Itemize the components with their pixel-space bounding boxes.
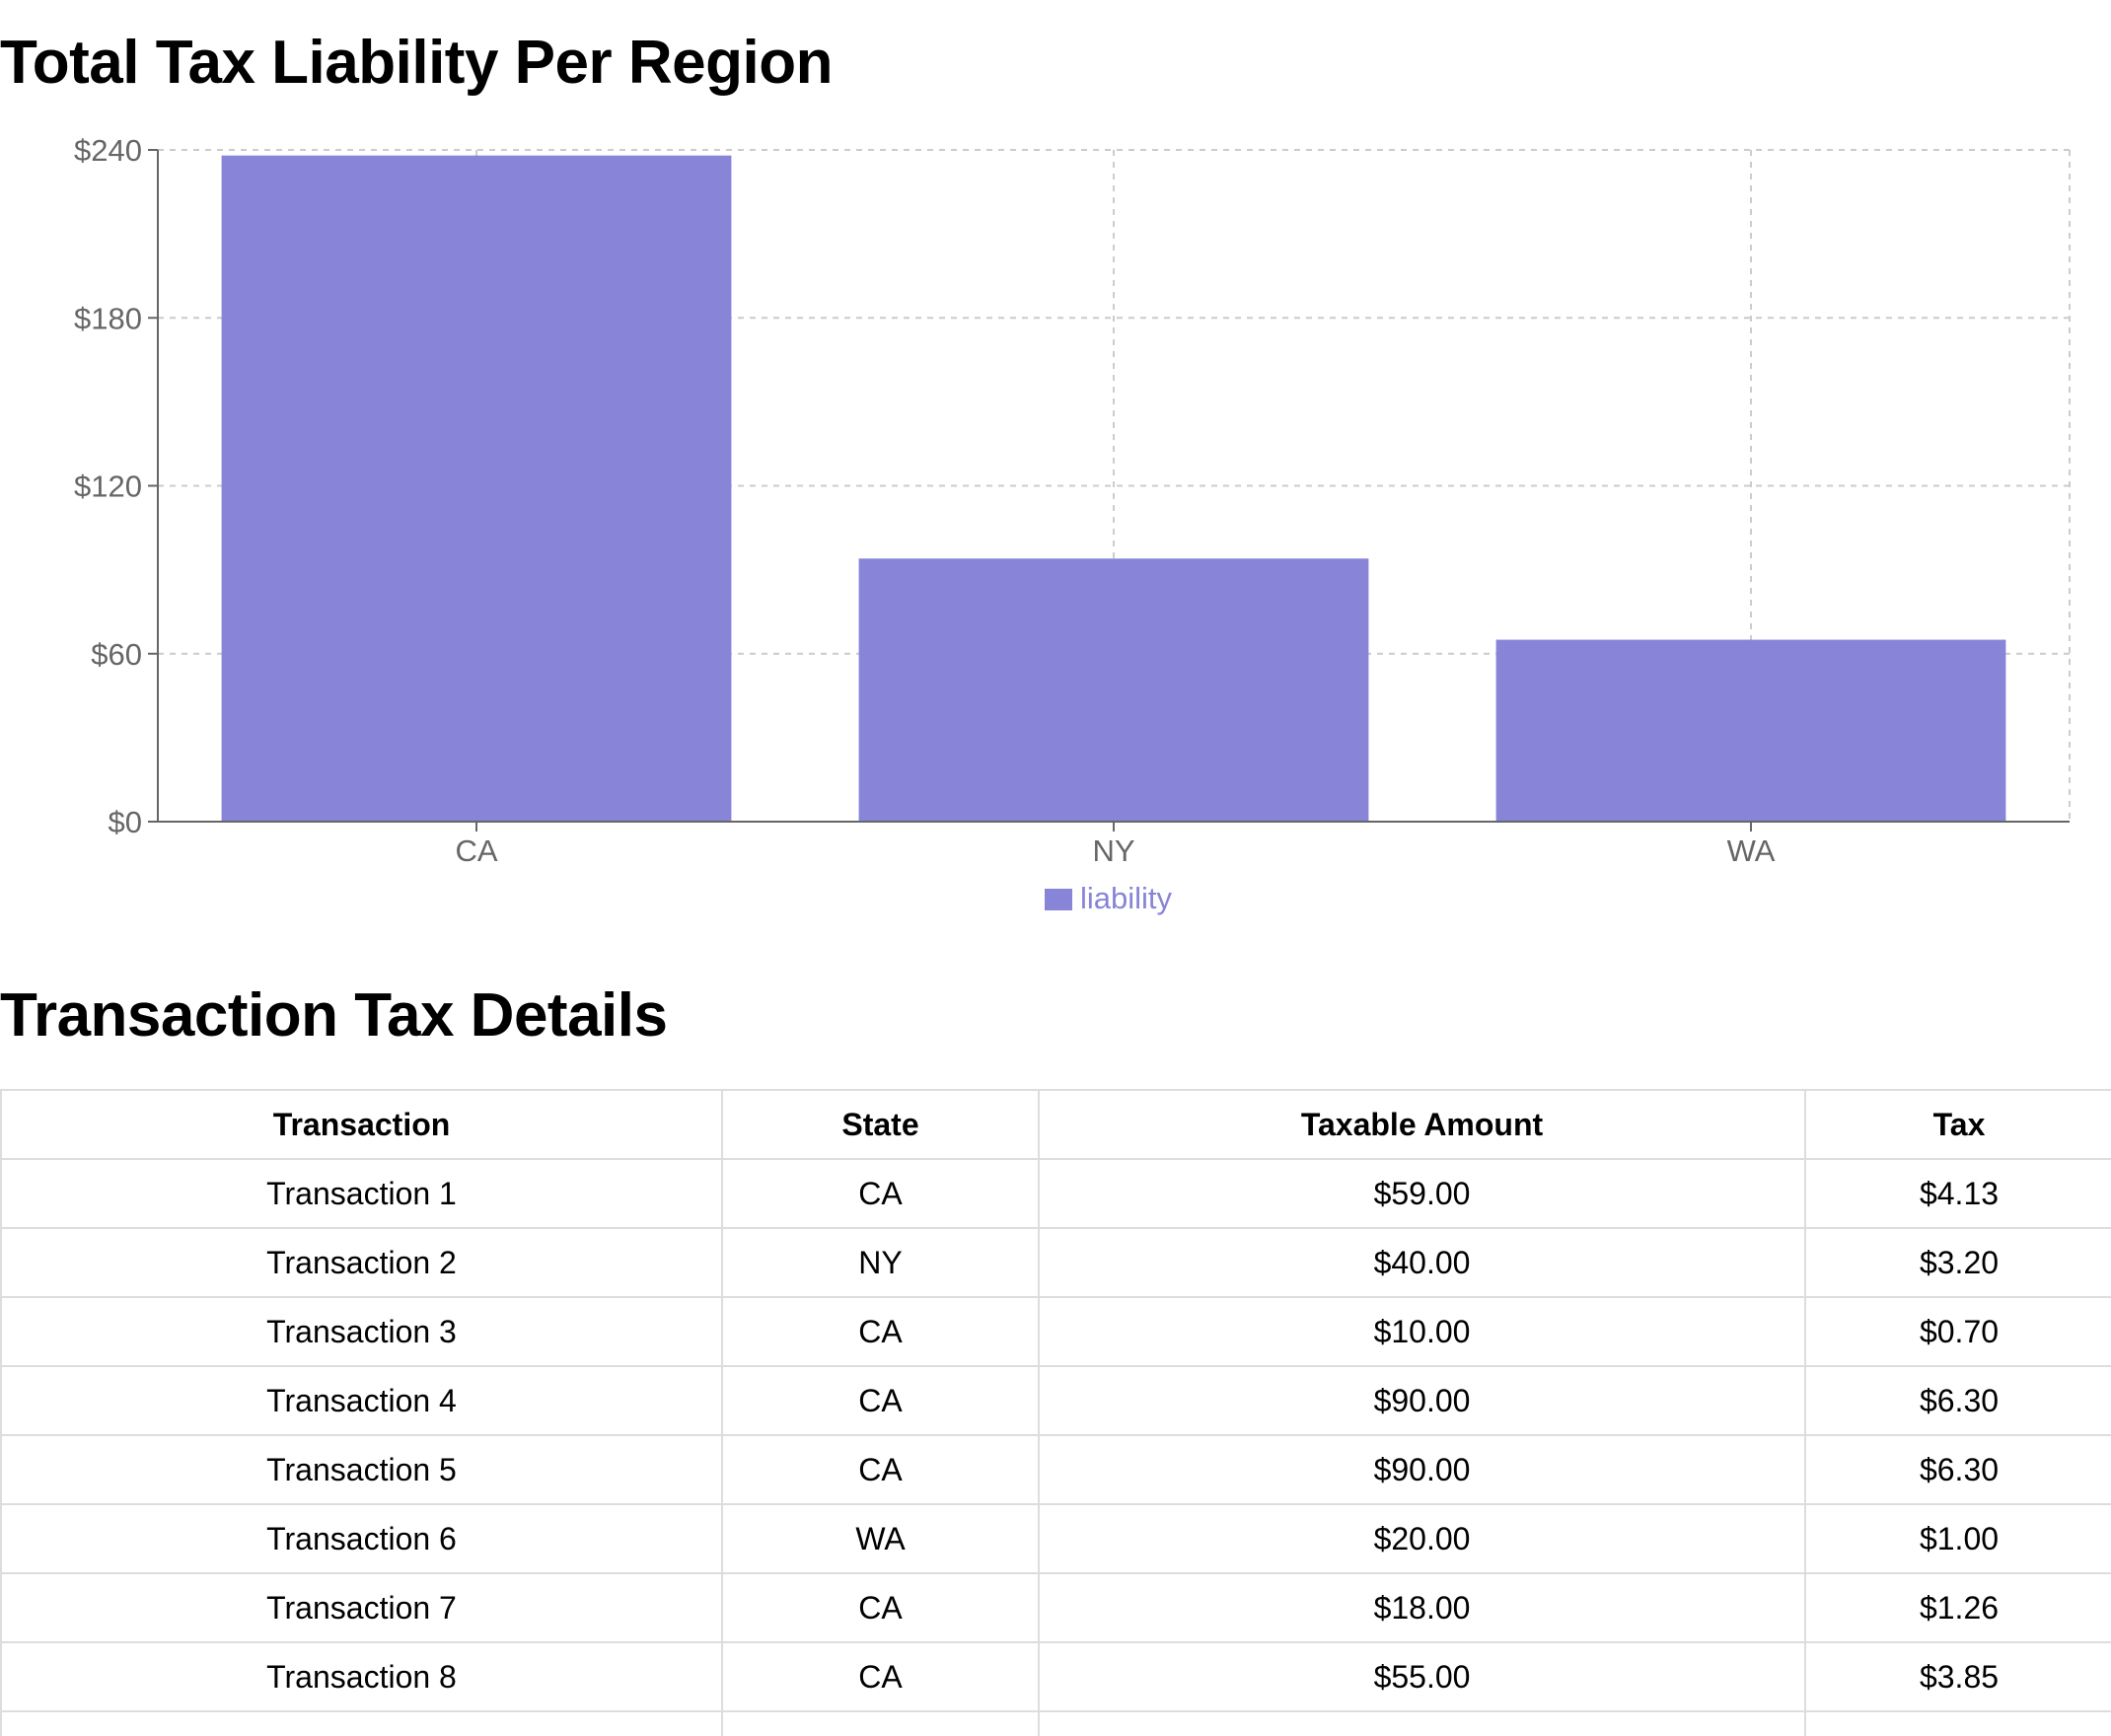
table-cell — [0, 1710, 723, 1736]
table-cell: NY — [721, 1227, 1040, 1298]
column-header: Tax — [1804, 1089, 2111, 1160]
table-cell: Transaction 5 — [0, 1434, 723, 1505]
table-cell: $3.20 — [1804, 1227, 2111, 1298]
bar-chart: $0 $60 $120 $180 $240 CA NY WA liability — [74, 133, 2071, 915]
bar-ca[interactable] — [221, 155, 732, 823]
table-cell: $0.70 — [1804, 1296, 2111, 1367]
table-cell: $90.00 — [1038, 1434, 1806, 1505]
chart-bars — [221, 155, 2006, 823]
legend-label[interactable]: liability — [1080, 881, 1173, 915]
table-cell — [1038, 1710, 1806, 1736]
table-row: Transaction 8 CA $55.00 $3.85 — [0, 1641, 2111, 1712]
table-cell: Transaction 1 — [0, 1158, 723, 1229]
table-cell: $3.85 — [1804, 1641, 2111, 1712]
y-tick-label: $240 — [74, 133, 142, 168]
column-header: State — [721, 1089, 1040, 1160]
table-row — [0, 1710, 2111, 1736]
y-tick-label: $60 — [91, 637, 142, 672]
table-cell: CA — [721, 1296, 1040, 1367]
x-tick-label: NY — [1092, 833, 1134, 868]
table-header-row: Transaction State Taxable Amount Tax — [0, 1089, 2111, 1160]
table-cell: $10.00 — [1038, 1296, 1806, 1367]
table-cell: $1.00 — [1804, 1503, 2111, 1574]
y-tick-label: $0 — [109, 805, 142, 839]
table-cell: $1.26 — [1804, 1572, 2111, 1643]
table-cell — [1804, 1710, 2111, 1736]
bar-wa[interactable] — [1495, 639, 2006, 822]
table-cell: CA — [721, 1572, 1040, 1643]
table-cell: $59.00 — [1038, 1158, 1806, 1229]
table-cell: CA — [721, 1641, 1040, 1712]
table-cell — [721, 1710, 1040, 1736]
chart-legend[interactable]: liability — [1045, 881, 1173, 915]
table-cell: CA — [721, 1365, 1040, 1436]
table-cell: CA — [721, 1158, 1040, 1229]
table-cell: Transaction 8 — [0, 1641, 723, 1712]
table-cell: $6.30 — [1804, 1434, 2111, 1505]
table-cell: Transaction 2 — [0, 1227, 723, 1298]
table-row: Transaction 2 NY $40.00 $3.20 — [0, 1227, 2111, 1298]
chart-title: Total Tax Liability Per Region — [0, 29, 833, 97]
table-row: Transaction 3 CA $10.00 $0.70 — [0, 1296, 2111, 1367]
table-row: Transaction 7 CA $18.00 $1.26 — [0, 1572, 2111, 1643]
table-row: Transaction 6 WA $20.00 $1.00 — [0, 1503, 2111, 1574]
table-cell: $6.30 — [1804, 1365, 2111, 1436]
table-cell: $18.00 — [1038, 1572, 1806, 1643]
chart-axes: $0 $60 $120 $180 $240 CA NY WA — [74, 133, 2070, 868]
table-cell: Transaction 3 — [0, 1296, 723, 1367]
table-cell: $55.00 — [1038, 1641, 1806, 1712]
table-cell: $4.13 — [1804, 1158, 2111, 1229]
table-title: Transaction Tax Details — [0, 981, 668, 1049]
y-tick-label: $120 — [74, 470, 142, 504]
x-tick-label: WA — [1727, 833, 1776, 868]
y-tick-label: $180 — [74, 301, 142, 335]
table-cell: $90.00 — [1038, 1365, 1806, 1436]
table-cell: Transaction 4 — [0, 1365, 723, 1436]
table-cell: Transaction 7 — [0, 1572, 723, 1643]
legend-swatch — [1045, 889, 1072, 910]
x-tick-label: CA — [455, 833, 497, 868]
transaction-table: Transaction State Taxable Amount Tax Transa… — [0, 1089, 2111, 1736]
bar-ny[interactable] — [858, 558, 1369, 822]
table-cell: CA — [721, 1434, 1040, 1505]
column-header: Transaction — [0, 1089, 723, 1160]
table-cell: Transaction 6 — [0, 1503, 723, 1574]
transaction-table-container: Transaction State Taxable Amount Tax Transa… — [0, 1089, 2111, 1736]
table-cell: $20.00 — [1038, 1503, 1806, 1574]
table-cell: $40.00 — [1038, 1227, 1806, 1298]
table-row: Transaction 5 CA $90.00 $6.30 — [0, 1434, 2111, 1505]
table-row: Transaction 1 CA $59.00 $4.13 — [0, 1158, 2111, 1229]
table-cell: WA — [721, 1503, 1040, 1574]
table-row: Transaction 4 CA $90.00 $6.30 — [0, 1365, 2111, 1436]
column-header: Taxable Amount — [1038, 1089, 1806, 1160]
